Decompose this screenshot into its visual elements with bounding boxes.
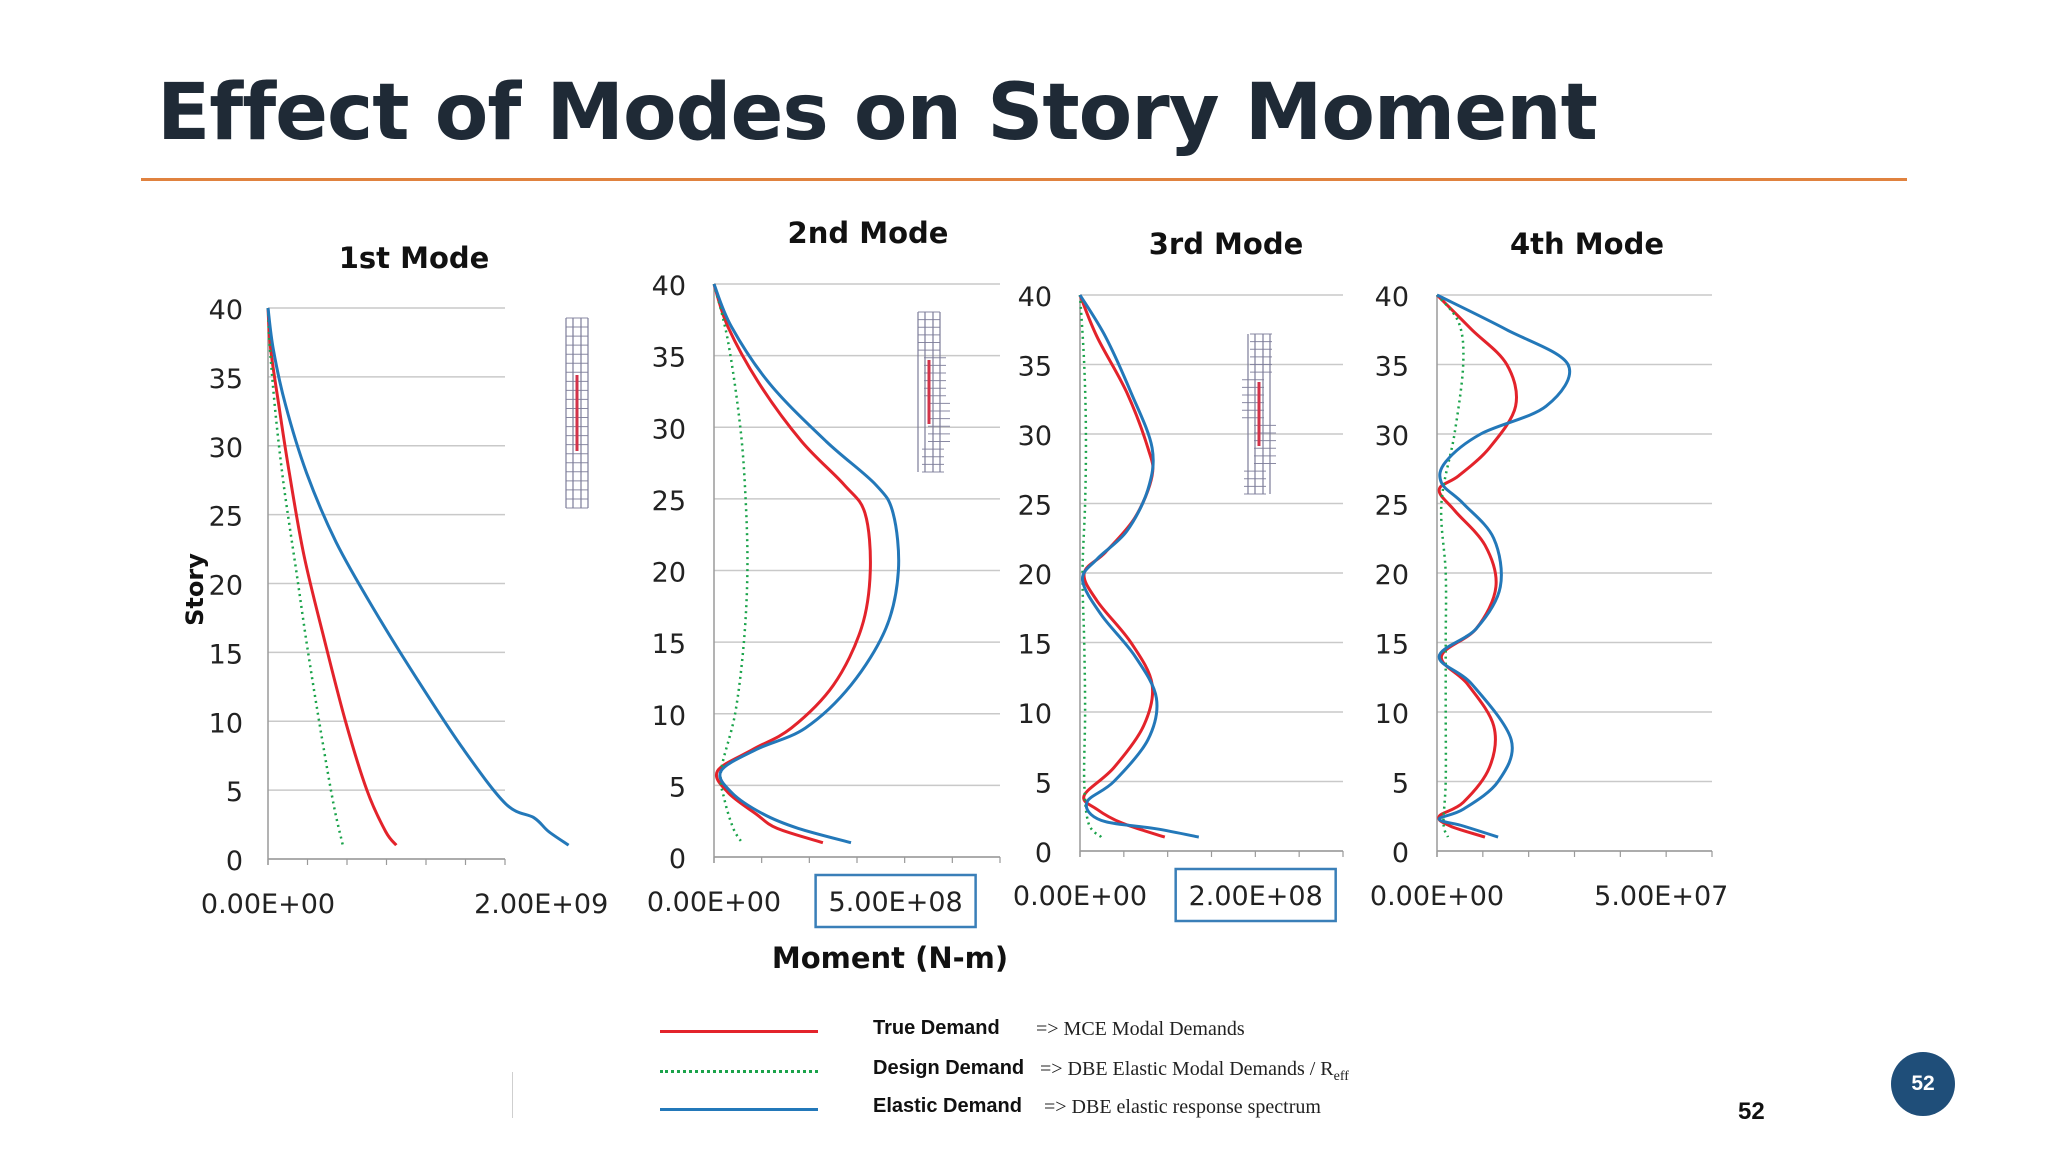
legend-desc-design-demand-sub: eff — [1333, 1069, 1349, 1084]
y-tick-label: 5 — [1035, 769, 1052, 800]
x-tick-label: 0.00E+00 — [1013, 881, 1147, 912]
y-tick-label: 10 — [209, 708, 243, 739]
legend-item-true-demand: True Demand => MCE Modal Demands — [660, 1015, 1460, 1045]
y-tick-label: 20 — [1018, 560, 1052, 591]
y-tick-label: 25 — [1375, 491, 1409, 522]
building-mode-sketch-icon — [565, 317, 589, 509]
series-line-true-demand — [266, 307, 398, 847]
building-mode-sketch-icon — [917, 311, 950, 473]
y-tick-label: 15 — [1018, 630, 1052, 661]
chart-title: 4th Mode — [1510, 227, 1664, 261]
y-tick-label: 0 — [1392, 838, 1409, 869]
legend-item-design-demand: Design Demand => DBE Elastic Modal Deman… — [660, 1055, 1460, 1085]
y-axis-label: Story — [181, 553, 209, 626]
y-tick-label: 20 — [1375, 560, 1409, 591]
x-tick-label: 2.00E+08 — [1189, 881, 1323, 912]
series-line-true-demand — [712, 283, 872, 845]
slide-title: Effect of Modes on Story Moment — [157, 68, 1598, 158]
series-line-design-demand — [1436, 294, 1465, 838]
y-tick-label: 5 — [669, 772, 686, 803]
legend-desc-elastic-demand: => DBE elastic response spectrum — [1044, 1096, 1321, 1118]
y-tick-label: 40 — [652, 271, 686, 302]
chart-title: 2nd Mode — [788, 216, 949, 250]
series-line-true-demand — [1078, 294, 1166, 839]
series-line-elastic-demand — [266, 307, 570, 847]
legend-name-true-demand: True Demand — [873, 1017, 1000, 1039]
y-tick-label: 20 — [652, 558, 686, 589]
x-tick-highlight-box — [814, 873, 977, 929]
series-line-design-demand — [266, 307, 345, 846]
y-tick-label: 40 — [209, 295, 243, 326]
x-axis-label: Moment (N-m) — [772, 941, 1008, 975]
x-tick-label: 0.00E+00 — [1370, 881, 1504, 912]
y-tick-label: 10 — [652, 701, 686, 732]
legend-name-design-demand: Design Demand — [873, 1057, 1025, 1079]
y-tick-label: 15 — [1375, 630, 1409, 661]
x-tick-label: 5.00E+07 — [1594, 881, 1728, 912]
chart-title: 3rd Mode — [1149, 227, 1304, 261]
divider — [512, 1072, 513, 1118]
chart-title: 1st Mode — [339, 241, 490, 275]
y-tick-label: 35 — [1375, 352, 1409, 383]
legend-item-elastic-demand: Elastic Demand => DBE elastic response s… — [660, 1093, 1460, 1123]
y-tick-label: 40 — [1375, 282, 1409, 313]
page-badge: 52 — [1891, 1052, 1955, 1116]
y-tick-label: 25 — [209, 502, 243, 533]
legend-swatch-true-demand — [660, 1030, 818, 1033]
y-tick-label: 35 — [209, 364, 243, 395]
y-tick-label: 40 — [1018, 282, 1052, 313]
legend-name-elastic-demand: Elastic Demand — [873, 1095, 1022, 1117]
y-tick-label: 10 — [1375, 699, 1409, 730]
series-line-true-demand — [1435, 293, 1518, 839]
series-line-elastic-demand — [1078, 294, 1200, 839]
x-tick-label: 5.00E+08 — [829, 887, 963, 918]
y-tick-label: 20 — [209, 571, 243, 602]
y-tick-label: 30 — [1018, 421, 1052, 452]
legend-swatch-design-demand — [660, 1070, 818, 1073]
x-tick-highlight-box — [1174, 867, 1337, 923]
x-tick-label: 0.00E+00 — [201, 889, 335, 920]
x-tick-label: 2.00E+09 — [474, 889, 608, 920]
y-tick-label: 5 — [226, 777, 243, 808]
legend-desc-true-demand: => MCE Modal Demands — [1036, 1018, 1245, 1040]
y-tick-label: 0 — [226, 846, 243, 877]
legend-swatch-elastic-demand — [660, 1108, 818, 1111]
y-tick-label: 30 — [209, 433, 243, 464]
building-mode-sketch-icon — [1242, 333, 1276, 495]
page-number: 52 — [1738, 1098, 1765, 1125]
y-tick-label: 25 — [652, 486, 686, 517]
legend-desc-design-demand-text: => DBE Elastic Modal Demands / R — [1040, 1058, 1334, 1080]
y-tick-label: 0 — [1035, 838, 1052, 869]
y-tick-label: 0 — [669, 844, 686, 875]
y-tick-label: 35 — [652, 343, 686, 374]
y-tick-label: 25 — [1018, 491, 1052, 522]
series-line-elastic-demand — [1436, 293, 1572, 839]
series-line-design-demand — [712, 283, 749, 844]
y-tick-label: 30 — [1375, 421, 1409, 452]
series-line-design-demand — [1078, 294, 1103, 839]
y-tick-label: 5 — [1392, 769, 1409, 800]
y-tick-label: 35 — [1018, 352, 1052, 383]
y-tick-label: 30 — [652, 414, 686, 445]
x-tick-label: 0.00E+00 — [647, 887, 781, 918]
title-rule — [141, 178, 1907, 181]
y-tick-label: 15 — [209, 639, 243, 670]
legend-desc-design-demand: => DBE Elastic Modal Demands / Reff — [1040, 1058, 1349, 1085]
y-tick-label: 10 — [1018, 699, 1052, 730]
y-tick-label: 15 — [652, 629, 686, 660]
series-line-elastic-demand — [712, 283, 901, 845]
